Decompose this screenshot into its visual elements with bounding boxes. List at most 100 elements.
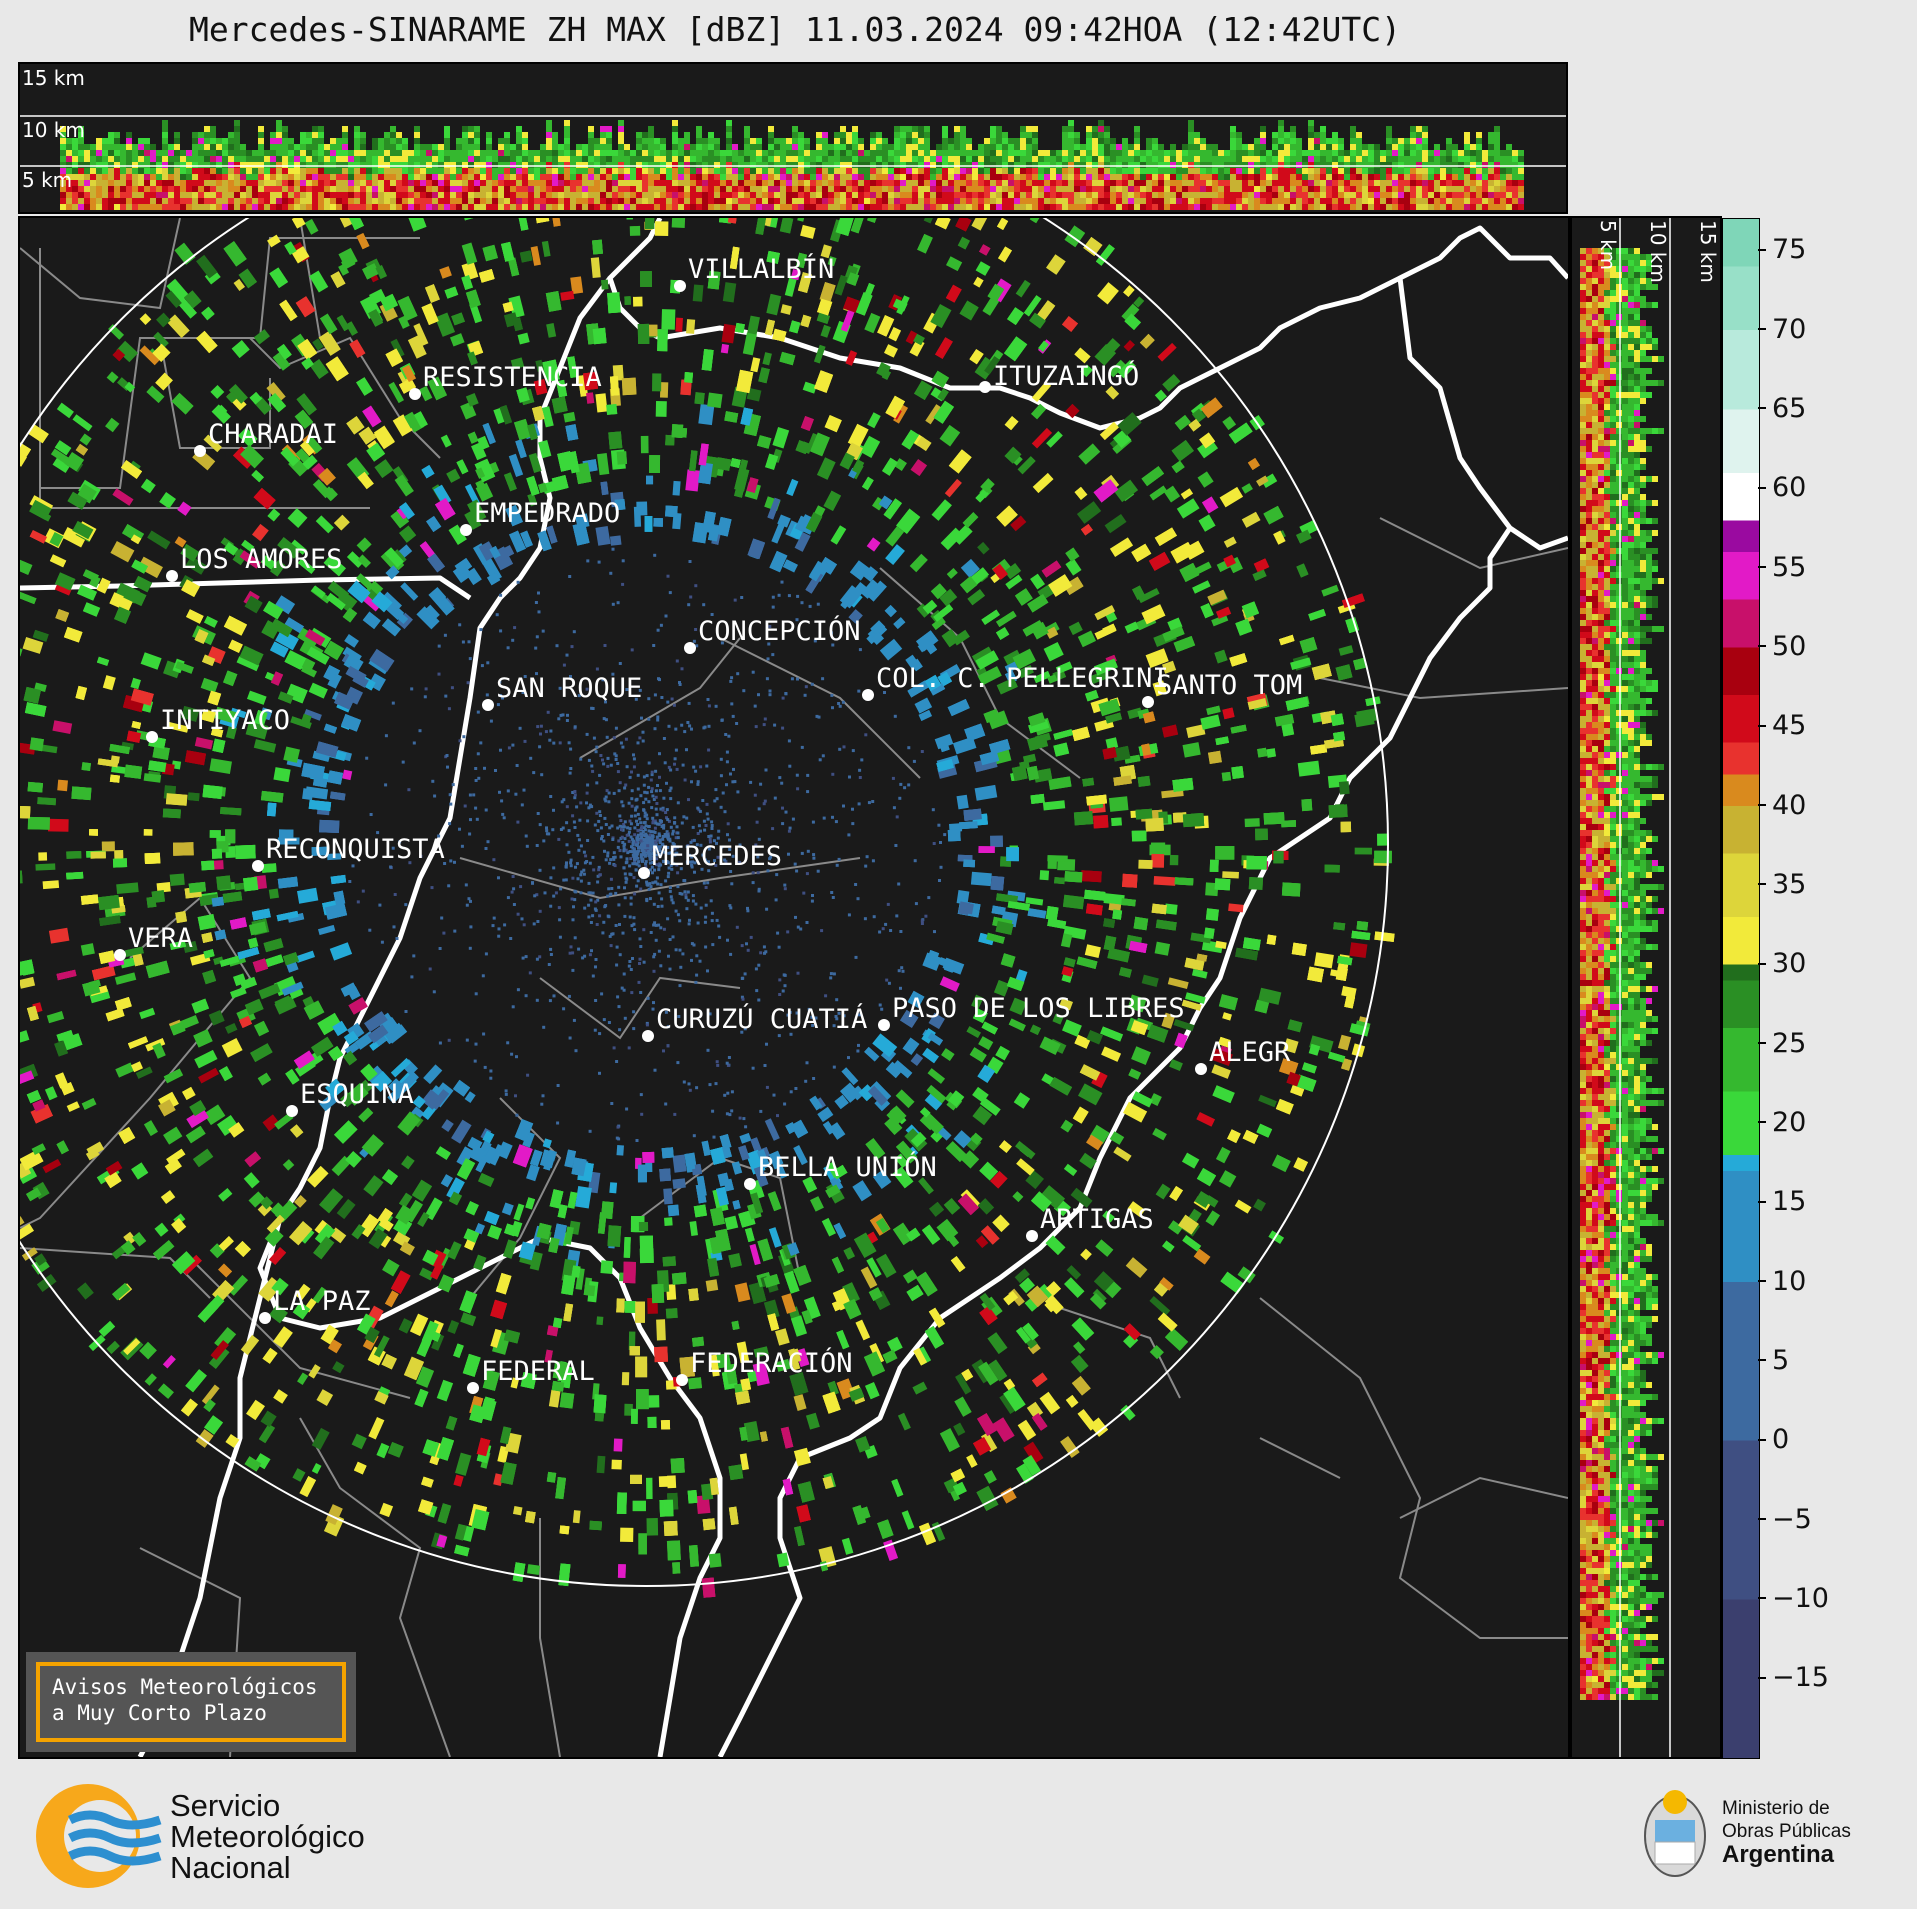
cross-section-top-plot: [20, 115, 1566, 210]
height-label-10km: 10 km: [22, 118, 85, 142]
city-label: VERA: [128, 923, 193, 954]
ministry-logo-text: Ministerio de Obras Públicas Argentina: [1722, 1797, 1851, 1868]
city-dot: [460, 524, 472, 536]
height-label-10km-vertical: 10 km: [1646, 220, 1670, 283]
city-label: FEDERACIÓN: [690, 1347, 853, 1379]
colorbar-tick-label: 15: [1772, 1186, 1807, 1218]
smn-logo-icon: [36, 1784, 162, 1888]
colorbar-tick-label: 10: [1772, 1265, 1807, 1297]
city-marker: INTIYACO: [146, 705, 290, 743]
colorbar-tick-label: 75: [1772, 234, 1807, 266]
city-marker: COL. C. PELLEGRINI: [862, 663, 1169, 701]
city-dot: [252, 860, 264, 872]
colorbar-tick-label: −10: [1772, 1582, 1829, 1614]
ministry-line-2: Obras Públicas: [1722, 1821, 1851, 1842]
city-label: MERCEDES: [652, 841, 782, 872]
argentina-coat-of-arms-icon: [1644, 1790, 1706, 1877]
ministry-line-3: Argentina: [1722, 1841, 1835, 1868]
radar-echoes: [20, 218, 1395, 1598]
city-dot: [1026, 1230, 1038, 1242]
colorbar-tick-label: 30: [1772, 948, 1807, 980]
colorbar-tick-label: 20: [1772, 1106, 1807, 1138]
city-dot: [684, 642, 696, 654]
city-dot: [259, 1312, 271, 1324]
city-dot: [642, 1030, 654, 1042]
city-marker: LA PAZ: [259, 1286, 371, 1324]
city-marker: VERA: [114, 923, 193, 961]
city-dot: [482, 699, 494, 711]
city-marker: RESISTENCIA: [409, 362, 602, 400]
city-marker: ARTIGAS: [1026, 1204, 1154, 1242]
warning-line-2: a Muy Corto Plazo: [52, 1701, 267, 1725]
city-marker: ITUZAINGÓ: [979, 360, 1139, 393]
city-marker: EMPEDRADO: [460, 498, 620, 536]
city-label: RESISTENCIA: [423, 362, 602, 393]
city-dot: [744, 1178, 756, 1190]
city-dot: [194, 445, 206, 457]
city-marker: SAN ROQUE: [482, 673, 642, 711]
colorbar-tick-label: 50: [1772, 630, 1807, 662]
colorbar-tick-label: 25: [1772, 1027, 1807, 1059]
colorbar-tick-label: −5: [1772, 1503, 1812, 1535]
city-dot: [114, 949, 126, 961]
colorbar-tick-label: 55: [1772, 551, 1807, 583]
colorbar-tick-label: 35: [1772, 868, 1807, 900]
city-marker: RECONQUISTA: [252, 834, 445, 872]
warning-line-1: Avisos Meteorológicos: [52, 1675, 318, 1699]
colorbar-tick-label: 5: [1772, 1344, 1790, 1376]
city-marker: CONCEPCIÓN: [684, 615, 861, 654]
city-marker: ALEGR: [1195, 1037, 1291, 1075]
smn-line-2: Meteorológico: [170, 1819, 365, 1854]
city-dot: [676, 1374, 688, 1386]
city-label: BELLA UNIÓN: [758, 1151, 937, 1183]
city-marker: VILLALBÍN: [674, 253, 834, 292]
city-label: SAN ROQUE: [496, 673, 642, 704]
city-markers: VILLALBÍN RESISTENCIA CHARADAI ITUZAINGÓ EMP…: [114, 253, 1302, 1394]
city-label: LA PAZ: [273, 1286, 371, 1317]
city-marker: MERCEDES: [638, 841, 782, 879]
city-label: COL. C. PELLEGRINI: [876, 663, 1169, 694]
height-label-5km: 5 km: [22, 168, 73, 192]
height-label-15km: 15 km: [22, 66, 85, 90]
colorbar: [1722, 218, 1760, 1759]
height-label-5km-vertical: 5 km: [1596, 220, 1620, 271]
city-label: LOS AMORES: [180, 544, 343, 575]
colorbar-tick-label: 0: [1772, 1424, 1790, 1456]
ministry-line-1: Ministerio de: [1722, 1798, 1830, 1819]
radar-map[interactable]: VILLALBÍN RESISTENCIA CHARADAI ITUZAINGÓ EMP…: [18, 216, 1570, 1759]
colorbar-tick-label: 40: [1772, 789, 1807, 821]
city-dot: [467, 1382, 479, 1394]
city-marker: SANTO TOM: [1142, 670, 1302, 708]
city-label: EMPEDRADO: [474, 498, 620, 529]
city-label: ARTIGAS: [1040, 1204, 1154, 1235]
city-label: ALEGR: [1209, 1037, 1291, 1068]
city-dot: [979, 381, 991, 393]
cross-section-top: 15 km 10 km 5 km: [18, 62, 1568, 214]
city-marker: FEDERACIÓN: [676, 1347, 853, 1386]
city-marker: LOS AMORES: [166, 544, 343, 582]
colorbar-tick-label: 60: [1772, 472, 1807, 504]
city-dot: [1142, 696, 1154, 708]
city-label: SANTO TOM: [1156, 670, 1302, 701]
city-label: PASO DE LOS LIBRES: [892, 993, 1185, 1024]
city-dot: [166, 570, 178, 582]
city-dot: [146, 731, 158, 743]
smn-line-3: Nacional: [170, 1850, 291, 1885]
city-dot: [862, 689, 874, 701]
colorbar-tick-label: 70: [1772, 313, 1807, 345]
cross-section-right: 5 km 10 km 15 km: [1570, 216, 1722, 1759]
city-marker: PASO DE LOS LIBRES: [878, 993, 1185, 1031]
warning-box[interactable]: Avisos Meteorológicos a Muy Corto Plazo: [26, 1652, 356, 1752]
city-dot: [286, 1105, 298, 1117]
city-label: FEDERAL: [481, 1356, 595, 1387]
city-marker: CHARADAI: [194, 419, 338, 457]
city-label: ITUZAINGÓ: [993, 360, 1139, 392]
city-marker: FEDERAL: [467, 1356, 595, 1394]
colorbar-tick-label: 65: [1772, 392, 1807, 424]
colorbar-tick-label: 45: [1772, 710, 1807, 742]
city-marker: ESQUINA: [286, 1079, 414, 1117]
city-label: CHARADAI: [208, 419, 338, 450]
city-dot: [1195, 1063, 1207, 1075]
colorbar-tick-label: −15: [1772, 1662, 1829, 1694]
city-label: ESQUINA: [300, 1079, 414, 1110]
